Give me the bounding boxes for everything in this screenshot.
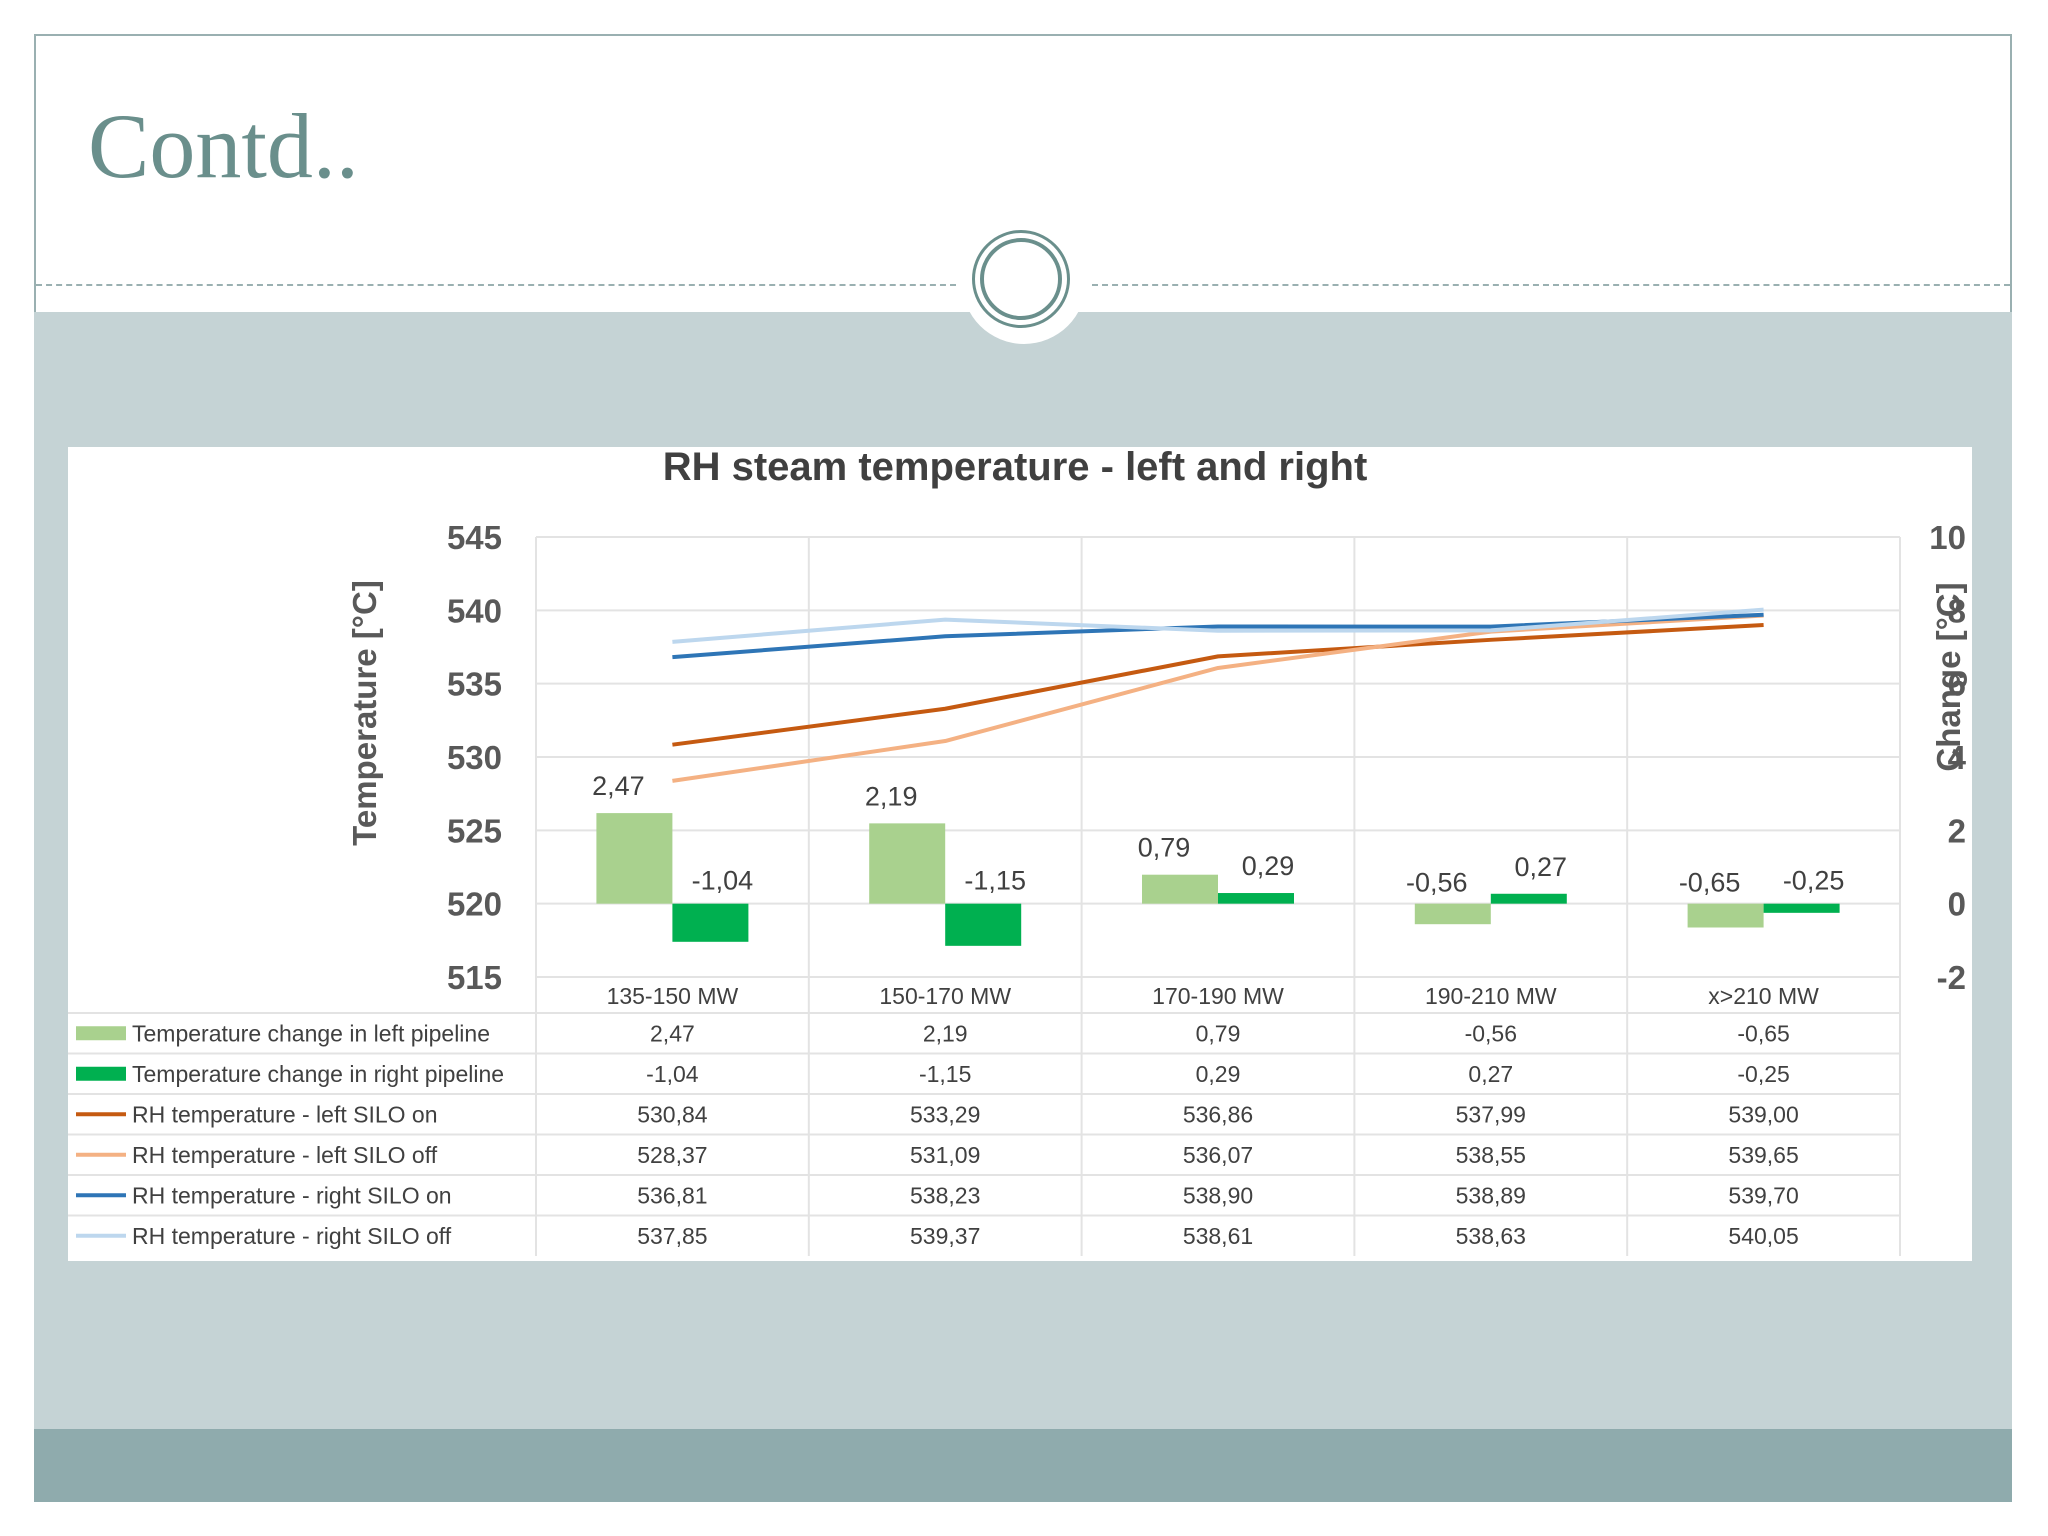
chart-axes: 515 520 525 530 535 540 545 -2 0 2 4 6 8 10 xyxy=(447,519,1967,996)
x-category-label: 150-170 MW xyxy=(879,983,1011,1009)
header-divider-right xyxy=(1092,284,2010,286)
bar-data-label: 0,27 xyxy=(1515,852,1568,882)
line-series xyxy=(672,613,1764,783)
bar xyxy=(945,903,1022,946)
bar-data-label: -0,65 xyxy=(1679,868,1741,898)
chart-lines xyxy=(672,607,1764,783)
table-cell: 538,90 xyxy=(1183,1182,1253,1208)
table-cell: 528,37 xyxy=(637,1142,707,1168)
bar xyxy=(596,813,673,904)
y2-tick-label: 6 xyxy=(1948,666,1966,703)
table-cell: 2,19 xyxy=(923,1020,968,1046)
x-category-label: 170-190 MW xyxy=(1152,983,1284,1009)
table-cell: 538,89 xyxy=(1456,1182,1526,1208)
table-cell: 0,29 xyxy=(1196,1061,1241,1087)
table-cell: 0,27 xyxy=(1468,1061,1513,1087)
bar-data-label: 0,79 xyxy=(1138,833,1191,863)
bar xyxy=(1414,903,1491,925)
ornament-ring-inner xyxy=(980,238,1062,320)
table-cell: 538,63 xyxy=(1456,1223,1526,1249)
combo-chart: RH steam temperature - left and right 2,… xyxy=(68,445,1967,1256)
table-cell: -0,56 xyxy=(1465,1020,1517,1046)
y-tick-label: 545 xyxy=(447,519,502,556)
data-table: 135-150 MW 150-170 MW 170-190 MW 190-210 MW… xyxy=(68,977,1900,1256)
y-tick-label: 520 xyxy=(447,886,502,923)
y-tick-label: 530 xyxy=(447,739,502,776)
y-axis-title: Temperature [°C] xyxy=(346,580,383,846)
table-cell: 0,79 xyxy=(1196,1020,1241,1046)
bar xyxy=(1218,893,1294,904)
bar-data-label: -0,56 xyxy=(1406,868,1468,898)
table-cell: 539,65 xyxy=(1728,1142,1798,1168)
legend-series-name: RH temperature - right SILO on xyxy=(132,1182,452,1208)
table-cell: 530,84 xyxy=(637,1101,708,1127)
table-cell: -1,15 xyxy=(919,1061,971,1087)
chart-data-labels: 2,47 2,19 0,79 -0,56 -0,65 -1,04 -1,15 0,29 0,27… xyxy=(592,771,1844,898)
x-category-label: 135-150 MW xyxy=(607,983,739,1009)
legend-series-name: RH temperature - left SILO on xyxy=(132,1101,438,1127)
legend-series-name: RH temperature - right SILO off xyxy=(132,1223,452,1249)
table-cell: 538,61 xyxy=(1183,1223,1253,1249)
y2-tick-label: 10 xyxy=(1929,519,1966,556)
table-cell: 539,37 xyxy=(910,1223,980,1249)
y2-tick-label: 0 xyxy=(1948,886,1966,923)
table-cell: -0,65 xyxy=(1737,1020,1789,1046)
bar xyxy=(672,903,749,942)
legend-series-name: Temperature change in left pipeline xyxy=(132,1020,490,1046)
header-divider-left xyxy=(36,284,956,286)
legend-series-name: RH temperature - left SILO off xyxy=(132,1142,438,1168)
bar-data-label: 2,19 xyxy=(865,781,918,811)
bar-data-label: -0,25 xyxy=(1783,866,1845,896)
legend-key xyxy=(76,1066,126,1081)
bar-data-label: 2,47 xyxy=(592,771,645,801)
chart-gridlines xyxy=(535,536,1901,1256)
bar xyxy=(1687,903,1764,928)
footer-band xyxy=(34,1429,2012,1502)
table-cell: 536,07 xyxy=(1183,1142,1253,1168)
y2-tick-label: -2 xyxy=(1937,959,1966,996)
table-cell: 533,29 xyxy=(910,1101,980,1127)
table-cell: 537,85 xyxy=(637,1223,707,1249)
line-series xyxy=(672,623,1764,747)
y2-axis-title: Change [°C] xyxy=(1930,582,1967,771)
bar-data-label: 0,29 xyxy=(1242,851,1295,881)
line-series xyxy=(672,607,1764,644)
legend-series-name: Temperature change in right pipeline xyxy=(132,1061,504,1087)
chart-title: RH steam temperature - left and right xyxy=(663,447,1368,489)
y2-tick-label: 4 xyxy=(1948,739,1967,776)
y-tick-label: 515 xyxy=(447,959,502,996)
table-cell: 536,86 xyxy=(1183,1101,1253,1127)
slide-title: Contd.. xyxy=(88,95,359,197)
table-cell: -1,04 xyxy=(646,1061,699,1087)
bar xyxy=(1763,903,1840,913)
bar xyxy=(1490,893,1567,904)
bar xyxy=(869,823,946,904)
y2-tick-label: 2 xyxy=(1948,812,1966,849)
table-cell: 538,55 xyxy=(1456,1142,1526,1168)
bar xyxy=(1142,874,1218,904)
x-category-label: 190-210 MW xyxy=(1425,983,1557,1009)
chart-bars xyxy=(596,813,1840,946)
y-tick-label: 535 xyxy=(447,666,502,703)
y-tick-label: 540 xyxy=(447,592,502,629)
table-cell: -0,25 xyxy=(1737,1061,1789,1087)
x-category-label: x>210 MW xyxy=(1708,983,1819,1009)
table-cell: 538,23 xyxy=(910,1182,980,1208)
table-cell: 531,09 xyxy=(910,1142,980,1168)
table-cell: 540,05 xyxy=(1728,1223,1798,1249)
bar-data-label: -1,04 xyxy=(692,866,754,896)
table-cell: 2,47 xyxy=(650,1020,695,1046)
bar-data-label: -1,15 xyxy=(964,866,1026,896)
chart-panel: RH steam temperature - left and right 2,… xyxy=(68,445,1972,1261)
y2-tick-label: 8 xyxy=(1948,592,1966,629)
table-cell: 537,99 xyxy=(1456,1101,1526,1127)
table-cell: 539,70 xyxy=(1728,1182,1798,1208)
legend-key xyxy=(76,1026,126,1041)
y-tick-label: 525 xyxy=(447,812,502,849)
table-cell: 536,81 xyxy=(637,1182,707,1208)
table-cell: 539,00 xyxy=(1728,1101,1798,1127)
